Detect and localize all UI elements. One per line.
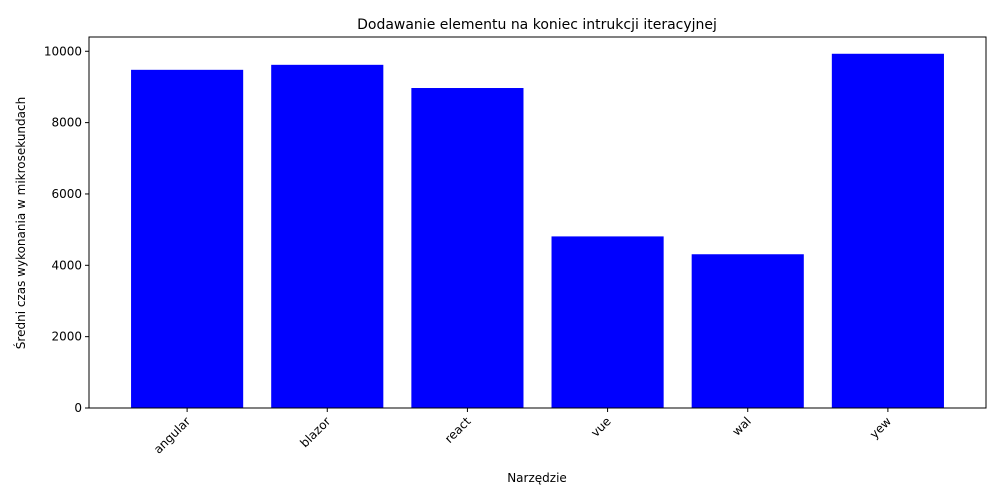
bar-react (411, 88, 524, 408)
bar-blazor (271, 64, 384, 408)
x-axis: angular blazor react vue wal yew (151, 408, 894, 457)
y-axis-label: Średni czas wykonania w mikrosekundach (13, 97, 28, 349)
x-tick-label-blazor: blazor (297, 414, 333, 450)
x-tick-label-yew: yew (867, 414, 894, 441)
x-tick-label-react: react (442, 414, 474, 446)
y-tick-label: 8000 (51, 116, 82, 130)
bar-vue (551, 236, 664, 408)
x-tick-label-wal: wal (729, 414, 753, 438)
y-axis: 0 2000 4000 6000 8000 10000 (44, 44, 89, 415)
y-tick-label: 10000 (44, 44, 82, 58)
bars-group (131, 53, 944, 409)
bar-yew (831, 53, 944, 409)
chart-title: Dodawanie elementu na koniec intrukcji i… (357, 17, 717, 33)
x-axis-label: Narzędzie (507, 471, 567, 485)
y-tick-label: 0 (74, 401, 82, 415)
bar-angular (131, 69, 244, 408)
x-tick-label-angular: angular (151, 414, 193, 456)
plot-frame (88, 36, 987, 409)
bar-wal (691, 254, 804, 408)
x-tick-label-vue: vue (588, 414, 614, 440)
y-tick-label: 6000 (51, 187, 82, 201)
y-tick-label: 4000 (51, 258, 82, 272)
y-tick-label: 2000 (51, 330, 82, 344)
